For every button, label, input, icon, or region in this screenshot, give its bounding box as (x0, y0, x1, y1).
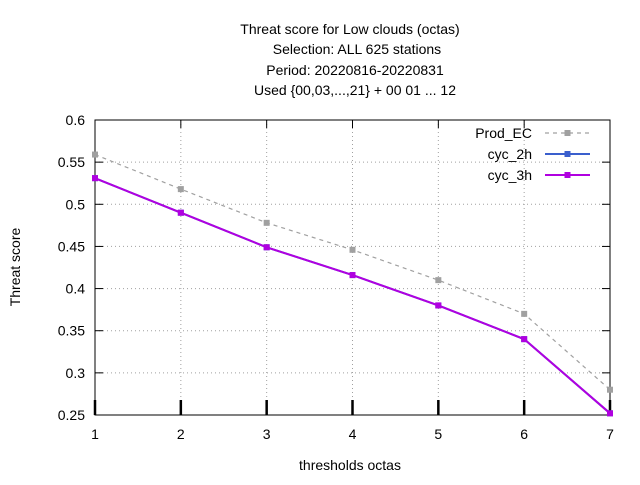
data-point-cyc_3h (263, 244, 270, 251)
grid (95, 120, 610, 415)
data-point-Prod_EC (349, 246, 356, 253)
y-tick-label: 0.3 (66, 365, 86, 381)
legend: Prod_EC cyc_2h cyc_3h (475, 125, 590, 183)
data-point-cyc_3h (92, 175, 98, 182)
x-tick-label: 6 (520, 426, 528, 442)
data-point-cyc_3h (435, 302, 442, 309)
x-tick-label: 3 (263, 426, 271, 442)
x-tick-label: 4 (349, 426, 357, 442)
data-point-cyc_3h (177, 209, 184, 216)
legend-marker-Prod_EC (564, 130, 571, 136)
y-tick-label: 0.55 (58, 154, 85, 170)
x-tick-label: 5 (434, 426, 442, 442)
series-line-cyc_2h (94, 177, 611, 415)
title-line-3: Period: 20220816-20220831 (266, 62, 444, 78)
y-tick-label: 0.5 (66, 196, 86, 212)
y-tick-label: 0.25 (58, 407, 85, 423)
x-tick-label: 7 (606, 426, 614, 442)
series-line-cyc_3h (94, 177, 611, 415)
data-point-cyc_3h (349, 272, 356, 279)
legend-label-Prod_EC: Prod_EC (475, 125, 532, 141)
data-point-Prod_EC (92, 151, 98, 158)
series (92, 151, 613, 417)
data-point-Prod_EC (435, 277, 442, 284)
y-tick-label: 0.45 (58, 238, 85, 254)
data-point-cyc_3h (521, 336, 528, 343)
data-point-Prod_EC (521, 310, 528, 317)
x-tick-label: 1 (91, 426, 99, 442)
tick-labels: 0.25 0.3 0.35 0.4 0.45 0.5 0.55 0.6 1 2 3 4 5 6 7 (58, 112, 614, 442)
legend-marker-cyc_2h (564, 151, 571, 157)
x-tick-label: 2 (177, 426, 185, 442)
y-tick-label: 0.35 (58, 323, 85, 339)
data-point-cyc_3h (607, 410, 613, 417)
y-tick-label: 0.6 (66, 112, 86, 128)
data-point-Prod_EC (177, 186, 184, 193)
legend-marker-cyc_3h (564, 172, 571, 178)
x-axis-label: thresholds octas (299, 457, 401, 473)
data-point-Prod_EC (607, 386, 613, 393)
legend-label-cyc_3h: cyc_3h (488, 167, 532, 183)
title-line-2: Selection: ALL 625 stations (273, 41, 441, 57)
y-axis-label: Threat score (7, 227, 23, 306)
chart-title: Threat score for Low clouds (octas) Sele… (240, 21, 459, 98)
y-tick-label: 0.4 (66, 281, 86, 297)
title-line-1: Threat score for Low clouds (octas) (240, 21, 459, 37)
data-point-Prod_EC (263, 219, 270, 226)
legend-label-cyc_2h: cyc_2h (488, 146, 532, 162)
title-line-4: Used {00,03,...,21} + 00 01 ... 12 (254, 82, 456, 98)
